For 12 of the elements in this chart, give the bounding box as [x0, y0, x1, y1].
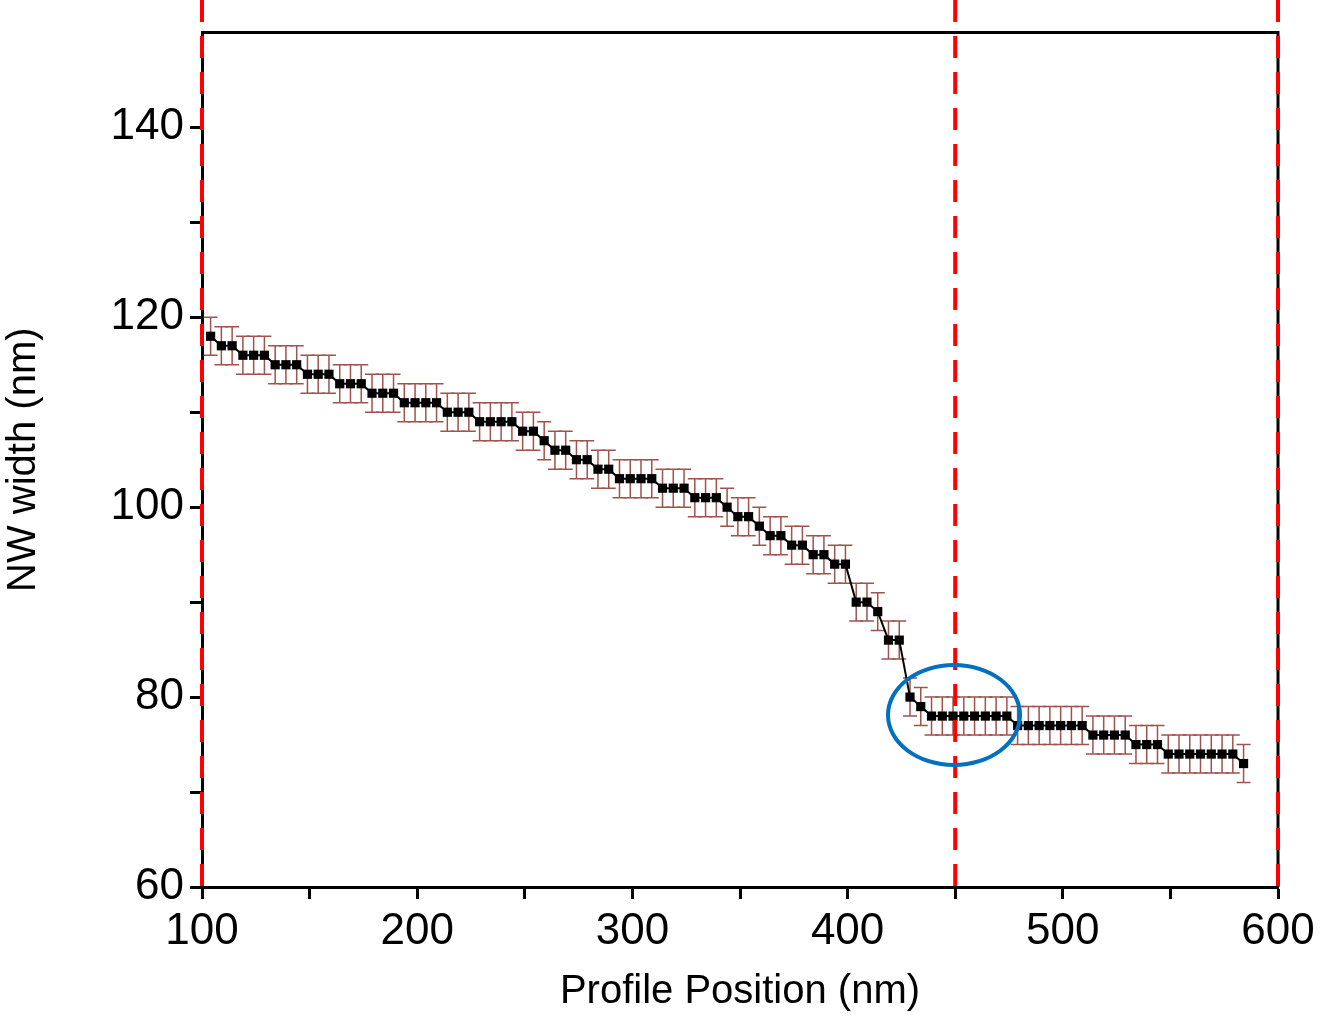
- x-axis-title: Profile Position (nm): [559, 967, 921, 1012]
- y-tick-label: 140: [110, 99, 184, 149]
- y-tick-label: 100: [110, 479, 184, 529]
- x-tick-label: 300: [595, 903, 670, 953]
- y-axis-title: NW width (nm): [0, 327, 44, 592]
- y-tick-label: 120: [110, 289, 184, 339]
- x-tick-label: 600: [1241, 903, 1315, 953]
- y-tick-label: 80: [135, 669, 184, 719]
- x-tick-label: 500: [1026, 903, 1100, 953]
- x-tick-label: 200: [380, 903, 454, 953]
- y-tick-label: 60: [135, 859, 184, 909]
- x-tick-label: 400: [810, 903, 885, 953]
